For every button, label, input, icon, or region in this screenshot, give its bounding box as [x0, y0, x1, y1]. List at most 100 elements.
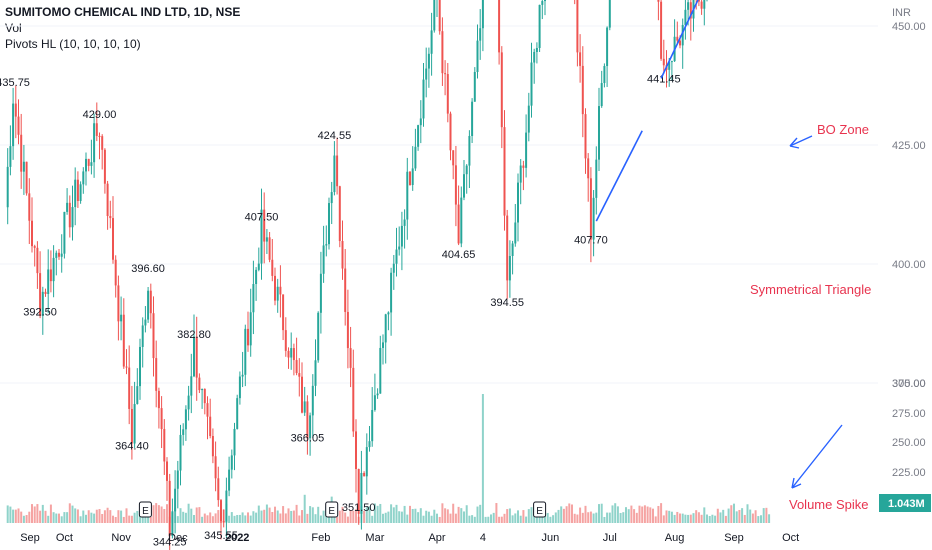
volume-bar: [201, 516, 204, 523]
volume-bar: [606, 512, 609, 523]
volume-bar: [60, 516, 63, 523]
candle-body: [117, 285, 120, 322]
candle-body: [58, 252, 60, 257]
volume-bar: [63, 512, 66, 523]
volume-bar: [554, 512, 557, 523]
candle-body: [349, 348, 352, 368]
bo-zone-annotation: BO Zone: [817, 122, 869, 137]
candle-body: [122, 314, 125, 367]
candle-body: [371, 409, 374, 442]
volume-bar: [98, 509, 101, 523]
candle-body: [587, 158, 590, 179]
volume-bar: [22, 515, 25, 523]
volume-bar: [557, 509, 560, 523]
candle-body: [206, 403, 209, 417]
volume-bar: [419, 508, 422, 523]
candle-body: [255, 269, 258, 285]
volume-bars: [6, 394, 771, 523]
chart-legend: SUMITOMO CHEMICAL IND LTD, 1D, NSE Vol P…: [5, 4, 240, 52]
volume-bar: [125, 508, 128, 523]
candle-body: [112, 218, 114, 260]
pivot-label: 441.45: [647, 74, 681, 86]
earnings-marker: [325, 501, 339, 518]
volume-bar: [716, 508, 719, 523]
candle-body: [252, 284, 255, 313]
candle-body: [41, 291, 44, 316]
volume-bar: [641, 506, 644, 523]
volume-bar: [762, 508, 765, 523]
candle-body: [538, 4, 541, 48]
candle-body: [90, 162, 93, 166]
candle-body: [341, 241, 344, 269]
candle-body: [336, 155, 339, 187]
candle-body: [287, 350, 290, 358]
volume-bar: [751, 513, 754, 523]
time-tick: Oct: [782, 532, 799, 544]
candle-body: [687, 2, 690, 10]
candle-body: [187, 395, 190, 410]
volume-bar: [614, 503, 617, 523]
volume-bar: [681, 513, 684, 523]
candle-body: [195, 336, 198, 378]
volume-bar: [236, 514, 239, 523]
volume-bar: [214, 513, 217, 523]
volume-bar: [287, 508, 290, 523]
candle-body: [201, 388, 204, 391]
volume-bar: [652, 508, 654, 523]
volume-bar: [760, 515, 762, 523]
volume-bar: [322, 510, 325, 523]
pivots-indicator-label[interactable]: Pivots HL (10, 10, 10, 10): [5, 37, 141, 51]
candle-body: [244, 328, 247, 375]
candle-body: [463, 174, 465, 198]
candle-body: [25, 161, 28, 194]
volume-bar: [184, 512, 187, 523]
candle-body: [157, 390, 160, 409]
volume-bar: [241, 512, 244, 523]
volume-bar: [481, 394, 484, 523]
volume-bar: [344, 512, 347, 523]
candle-body: [311, 385, 314, 416]
volume-bar: [487, 516, 490, 523]
volume-bar: [400, 511, 403, 523]
candle-body: [446, 74, 449, 114]
candle-body: [668, 62, 671, 70]
price-tick: 425.00: [892, 140, 926, 152]
volume-bar: [422, 515, 425, 523]
volume-bar: [382, 513, 384, 523]
volume-bar: [708, 516, 711, 523]
grid: [0, 25, 878, 384]
volume-bar: [128, 515, 131, 523]
volume-bar: [463, 511, 465, 523]
volume-bar: [398, 511, 401, 523]
currency-label: INR: [892, 7, 911, 19]
candle-body: [155, 358, 158, 391]
volume-tick: 300.00: [892, 378, 926, 390]
time-tick: Dec: [168, 532, 188, 544]
candle-body: [452, 150, 455, 166]
volume-bar: [722, 509, 725, 523]
volume-bar: [87, 510, 90, 523]
price-axis: INR 375.00 400.00 425.00 450.00 225.00 250.00 2…: [879, 7, 931, 512]
candle-body: [9, 146, 12, 167]
volume-bar: [403, 505, 406, 523]
volume-indicator-label[interactable]: Vol: [5, 21, 22, 35]
candle-body: [479, 28, 482, 41]
volume-bar: [619, 512, 622, 523]
last-volume-value: 1.043M: [888, 498, 925, 510]
volume-bar: [573, 513, 576, 523]
volume-bar: [579, 507, 582, 523]
candle-body: [214, 456, 217, 479]
volume-bar: [471, 515, 474, 523]
volume-bar: [465, 505, 468, 523]
candle-body: [149, 290, 152, 314]
volume-bar: [490, 514, 492, 523]
volume-bar: [517, 510, 519, 523]
volume-tick: 250.00: [892, 437, 926, 449]
candle-body: [317, 312, 320, 361]
time-tick: 4: [480, 532, 486, 544]
candle-body: [249, 312, 252, 346]
candle-body: [263, 209, 266, 242]
candle-body: [403, 219, 406, 226]
volume-bar: [182, 511, 185, 523]
